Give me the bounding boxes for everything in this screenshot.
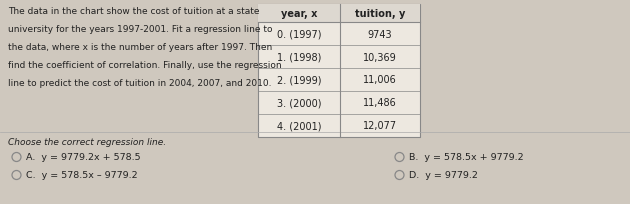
Text: tuition, y: tuition, y xyxy=(355,9,405,19)
Text: find the coefficient of correlation. Finally, use the regression: find the coefficient of correlation. Fin… xyxy=(8,61,282,70)
Text: 10,369: 10,369 xyxy=(363,52,397,62)
Text: 2. (1999): 2. (1999) xyxy=(277,75,321,85)
Text: university for the years 1997-2001. Fit a regression line to: university for the years 1997-2001. Fit … xyxy=(8,25,273,34)
Text: 1. (1998): 1. (1998) xyxy=(277,52,321,62)
Text: 3. (2000): 3. (2000) xyxy=(277,98,321,108)
Text: line to predict the cost of tuition in 2004, 2007, and 2010.: line to predict the cost of tuition in 2… xyxy=(8,79,272,88)
Text: 12,077: 12,077 xyxy=(363,121,397,131)
Text: C.  y = 578.5x – 9779.2: C. y = 578.5x – 9779.2 xyxy=(26,171,137,180)
Text: 0. (1997): 0. (1997) xyxy=(277,29,321,39)
Text: B.  y = 578.5x + 9779.2: B. y = 578.5x + 9779.2 xyxy=(409,153,524,162)
Text: 9743: 9743 xyxy=(368,29,392,39)
Text: Choose the correct regression line.: Choose the correct regression line. xyxy=(8,138,166,147)
Bar xyxy=(258,5,420,137)
Text: A.  y = 9779.2x + 578.5: A. y = 9779.2x + 578.5 xyxy=(26,153,140,162)
Text: year, x: year, x xyxy=(281,9,317,19)
Text: The data in the chart show the cost of tuition at a state: The data in the chart show the cost of t… xyxy=(8,8,260,16)
Text: D.  y = 9779.2: D. y = 9779.2 xyxy=(409,171,478,180)
Text: 11,486: 11,486 xyxy=(363,98,397,108)
Text: 11,006: 11,006 xyxy=(363,75,397,85)
Text: the data, where x is the number of years after 1997. Then: the data, where x is the number of years… xyxy=(8,43,272,52)
Bar xyxy=(258,5,420,23)
Text: 4. (2001): 4. (2001) xyxy=(277,121,321,131)
